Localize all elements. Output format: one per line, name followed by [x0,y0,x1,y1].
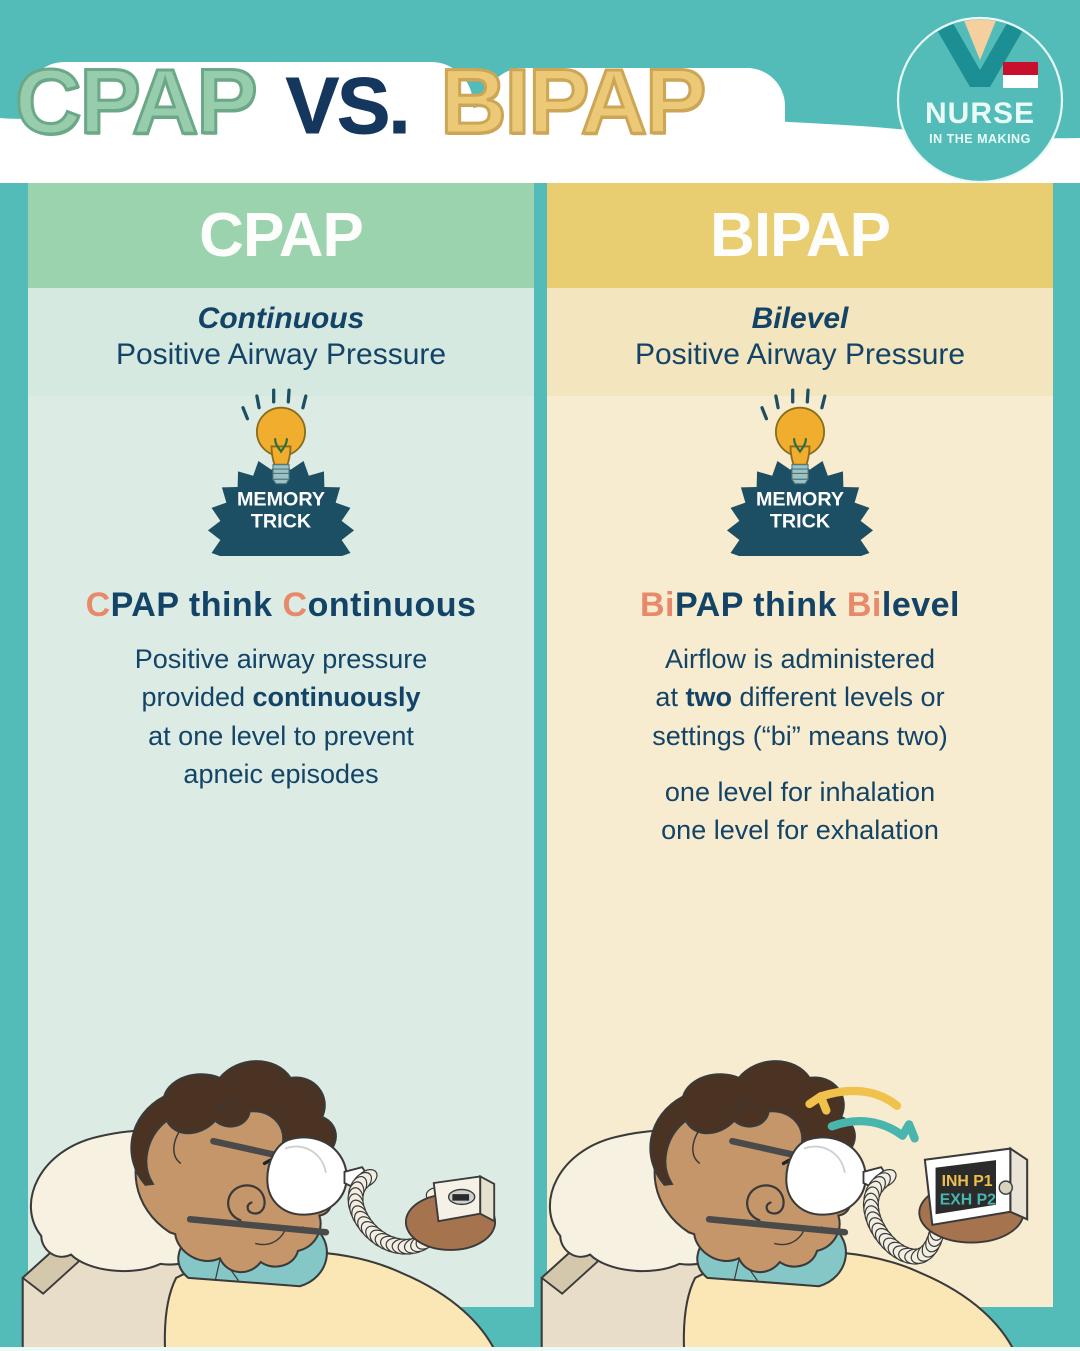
svg-text:EXH P2: EXH P2 [940,1191,996,1208]
svg-text:NURSE: NURSE [925,97,1035,130]
svg-text:INH P1: INH P1 [942,1173,993,1190]
svg-text:MEMORY: MEMORY [237,489,325,511]
svg-text:MEMORY: MEMORY [756,489,844,511]
svg-text:IN THE MAKING: IN THE MAKING [929,132,1031,146]
svg-text:TRICK: TRICK [770,511,831,533]
svg-text:TRICK: TRICK [251,511,312,533]
